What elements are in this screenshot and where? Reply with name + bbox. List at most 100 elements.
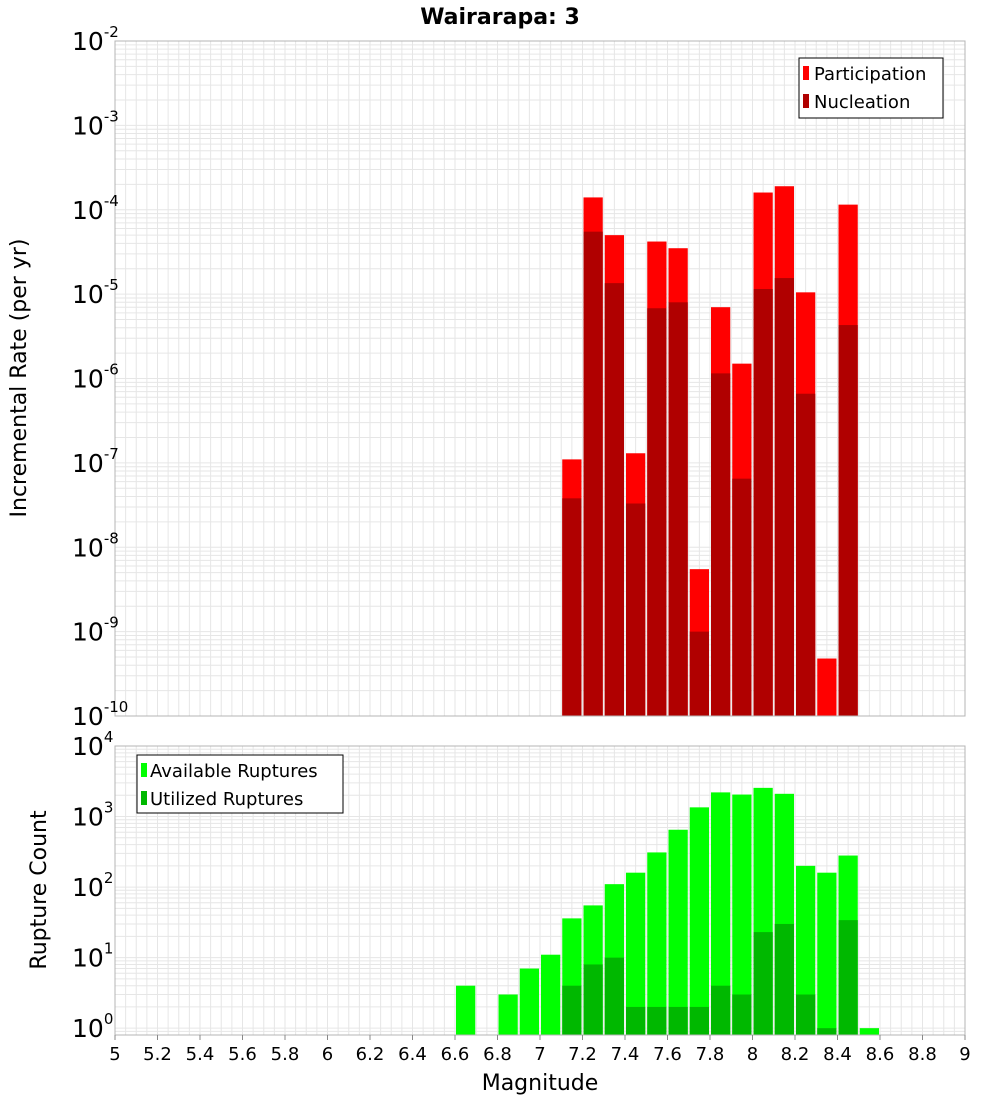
nucleation-bar [689, 631, 709, 716]
nucleation-bar [562, 498, 582, 716]
x-tick-label: 5 [109, 1044, 120, 1065]
x-tick-label: 8.2 [781, 1044, 810, 1065]
count-legend: Available Ruptures Utilized Ruptures [136, 754, 344, 814]
utilized-ruptures-bar [668, 1006, 688, 1035]
nucleation-bar [647, 308, 667, 716]
utilized-ruptures-bar [647, 1006, 667, 1035]
y-tick-label: 104 [72, 728, 113, 761]
x-tick-label: 6.8 [483, 1044, 512, 1065]
available-ruptures-bar [519, 968, 539, 1035]
utilized-legend-label: Utilized Ruptures [150, 789, 303, 810]
x-tick-label: 5.6 [228, 1044, 257, 1065]
x-tick-label: 6 [322, 1044, 333, 1065]
participation-bar [817, 658, 837, 716]
x-tick-label: 7.6 [653, 1044, 682, 1065]
count-plot-bars [456, 787, 879, 1035]
utilized-ruptures-bar [732, 994, 752, 1035]
y-tick-label: 10-10 [72, 698, 128, 731]
participation-legend-label: Participation [814, 64, 926, 85]
available-ruptures-bar [796, 865, 816, 1035]
nucleation-bar [583, 231, 603, 716]
rate-legend: Participation Nucleation [798, 57, 944, 119]
available-ruptures-bar [711, 792, 731, 1035]
y-tick-label: 10-7 [72, 445, 119, 478]
rate-plot-bars [562, 186, 858, 717]
magnitude-x-ticks: 5 5.2 5.4 5.6 5.8 6 6.2 6.4 6.6 6.8 7 7.2 7.4 7.6 7.8 8… [109, 1035, 971, 1065]
utilized-ruptures-bar [796, 994, 816, 1035]
y-tick-label: 10-9 [72, 614, 119, 647]
nucleation-bar [753, 289, 773, 716]
participation-legend-swatch [803, 66, 809, 80]
available-ruptures-bar [541, 954, 561, 1035]
nucleation-bar [796, 393, 816, 716]
rate-legend-box [798, 57, 944, 119]
nucleation-bar [711, 373, 731, 716]
nucleation-bar [626, 503, 646, 716]
available-ruptures-bar [859, 1028, 879, 1035]
nucleation-legend-label: Nucleation [814, 92, 910, 113]
y-tick-label: 100 [72, 1010, 113, 1043]
y-tick-label: 103 [72, 799, 113, 832]
count-plot-y-label: Rupture Count [27, 810, 52, 970]
nucleation-bar [838, 325, 858, 716]
available-ruptures-bar [647, 852, 667, 1035]
nucleation-legend-swatch [803, 94, 809, 108]
available-ruptures-bar [732, 794, 752, 1035]
rate-plot-y-ticks: 10-10 10-9 10-8 10-7 10-6 10-5 10-4 10-3 10-2 [72, 23, 128, 731]
count-legend-box [136, 754, 344, 814]
available-ruptures-bar [668, 829, 688, 1035]
chart-title: Wairarapa: 3 [420, 5, 580, 30]
x-tick-label: 8.6 [866, 1044, 895, 1065]
y-tick-label: 10-2 [72, 23, 119, 56]
x-tick-label: 8.4 [823, 1044, 852, 1065]
available-legend-swatch [141, 763, 147, 777]
utilized-ruptures-bar [774, 923, 794, 1035]
y-tick-label: 10-6 [72, 361, 119, 394]
utilized-ruptures-bar [753, 932, 773, 1035]
available-ruptures-bar [689, 807, 709, 1035]
x-tick-label: 7 [534, 1044, 545, 1065]
x-tick-label: 6.4 [398, 1044, 427, 1065]
count-plot-y-ticks: 100 101 102 103 104 [72, 728, 113, 1043]
y-tick-label: 10-8 [72, 529, 119, 562]
utilized-ruptures-bar [626, 1006, 646, 1035]
y-tick-label: 10-5 [72, 276, 119, 309]
x-tick-label: 5.2 [143, 1044, 172, 1065]
rate-plot-grid [114, 41, 966, 717]
y-tick-label: 10-4 [72, 192, 119, 225]
utilized-legend-swatch [141, 791, 147, 805]
utilized-ruptures-bar [711, 985, 731, 1035]
y-tick-label: 101 [72, 940, 113, 973]
y-tick-label: 102 [72, 869, 113, 902]
x-tick-label: 7.8 [696, 1044, 725, 1065]
x-tick-label: 8 [747, 1044, 758, 1065]
nucleation-bar [604, 283, 624, 716]
x-tick-label: 5.8 [271, 1044, 300, 1065]
y-tick-label: 10-3 [72, 107, 119, 140]
utilized-ruptures-bar [817, 1028, 837, 1035]
nucleation-bar [732, 478, 752, 716]
nucleation-bar [774, 278, 794, 716]
rate-plot-y-label: Incremental Rate (per yr) [7, 239, 32, 518]
nucleation-bar [668, 302, 688, 716]
available-ruptures-bar [817, 872, 837, 1035]
x-tick-label: 5.4 [186, 1044, 215, 1065]
available-ruptures-bar [626, 872, 646, 1035]
utilized-ruptures-bar [838, 920, 858, 1035]
x-tick-label: 9 [959, 1044, 970, 1065]
available-ruptures-bar [456, 985, 476, 1035]
x-tick-label: 7.2 [568, 1044, 597, 1065]
x-tick-label: 8.8 [908, 1044, 937, 1065]
available-legend-label: Available Ruptures [150, 761, 318, 782]
magnitude-x-label: Magnitude [482, 1071, 599, 1096]
utilized-ruptures-bar [562, 985, 582, 1035]
utilized-ruptures-bar [689, 1006, 709, 1035]
utilized-ruptures-bar [583, 964, 603, 1035]
available-ruptures-bar [498, 994, 518, 1035]
rate-plot-frame [114, 40, 966, 717]
x-tick-label: 6.6 [441, 1044, 470, 1065]
utilized-ruptures-bar [604, 957, 624, 1035]
x-tick-label: 6.2 [356, 1044, 385, 1065]
x-tick-label: 7.4 [611, 1044, 640, 1065]
